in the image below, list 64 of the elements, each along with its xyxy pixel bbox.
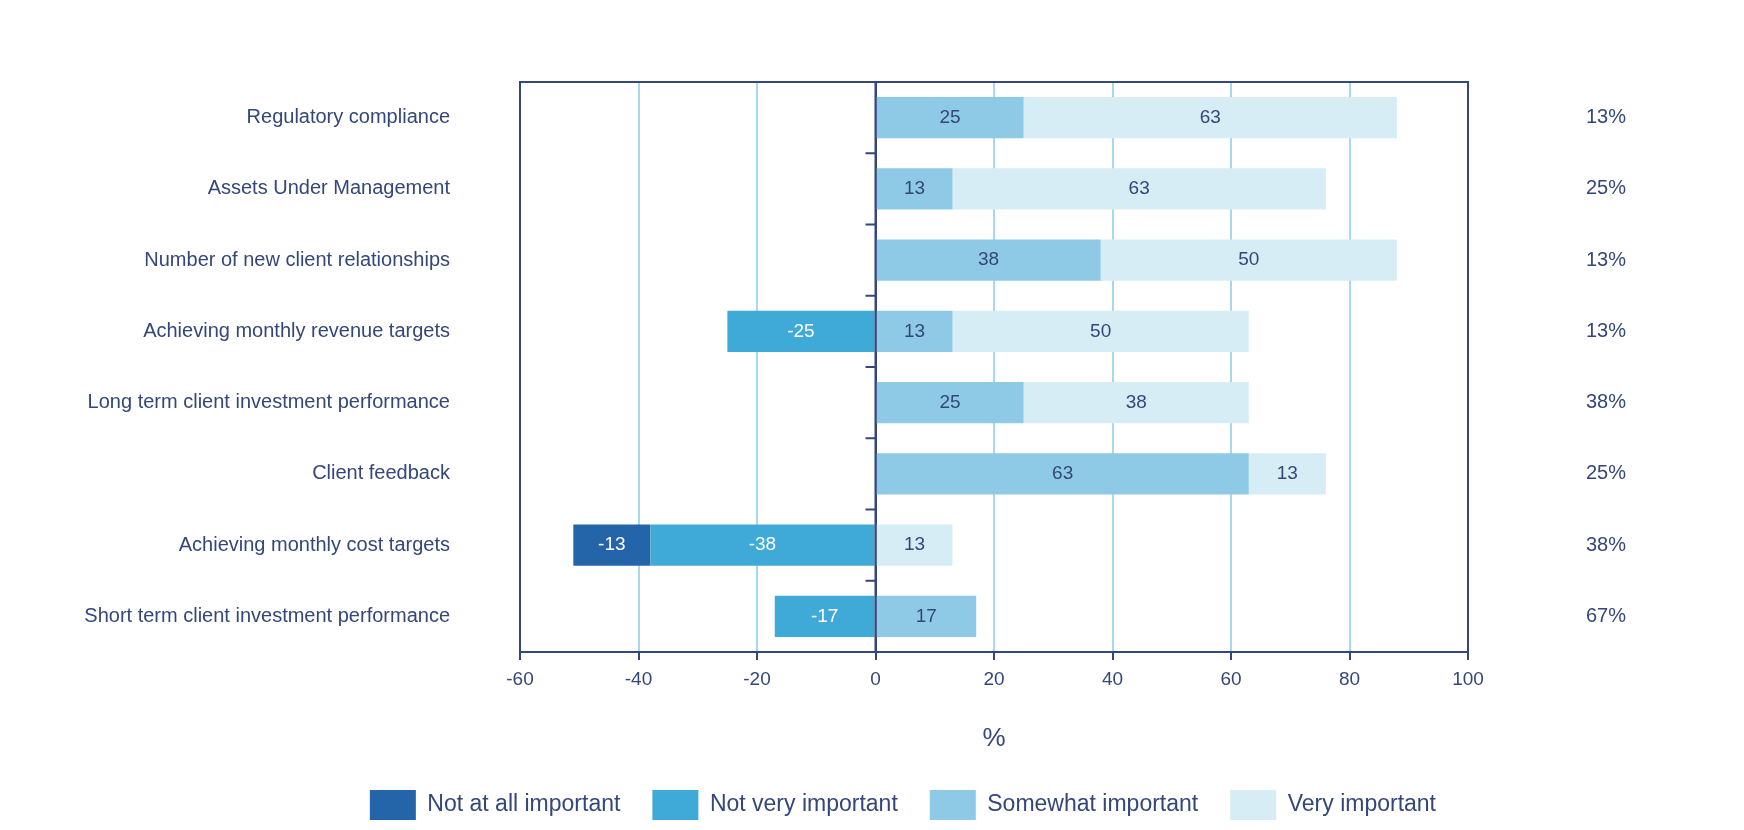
x-tick-label: -20	[743, 667, 771, 689]
data-label: 50	[1238, 248, 1260, 270]
legend-label: Very important	[1287, 790, 1437, 817]
data-label: 25	[939, 390, 961, 412]
x-tick-label: -40	[624, 667, 653, 689]
data-label: -13	[598, 533, 626, 555]
x-tick-label: 40	[1101, 667, 1124, 689]
legend-label: Somewhat important	[987, 790, 1199, 817]
data-label: 13	[903, 177, 926, 199]
legend-label: Not at all important	[427, 790, 621, 817]
bar	[876, 310, 953, 353]
bar	[1023, 381, 1249, 424]
bar	[1248, 453, 1326, 495]
bar	[876, 168, 953, 210]
bar	[876, 239, 1101, 281]
y-tick-label: Short term client investment performance	[84, 603, 450, 626]
bar	[774, 595, 875, 638]
x-axis-title: %	[982, 721, 1006, 752]
data-label: 13	[1276, 462, 1298, 484]
data-label: 50	[1090, 319, 1112, 341]
bar	[876, 453, 1249, 495]
text: 13%	[1585, 105, 1627, 128]
x-tick-label: 20	[983, 667, 1005, 689]
bar	[876, 524, 953, 566]
bar	[876, 595, 977, 638]
x-tick-label: 80	[1338, 667, 1361, 689]
data-label: -38	[748, 533, 777, 555]
bar	[952, 168, 1326, 210]
text: 13%	[1585, 247, 1627, 270]
bar	[876, 96, 1024, 139]
y-tick-label: Long term client investment performance	[87, 390, 450, 413]
data-label: 13	[903, 319, 926, 341]
text: 25%	[1585, 176, 1627, 199]
data-label: -25	[787, 319, 815, 341]
y-tick-label: Achieving monthly revenue targets	[143, 318, 450, 341]
y-tick-label: Number of new client relationships	[144, 247, 450, 270]
bar	[876, 381, 1024, 424]
data-label: 38	[1125, 390, 1147, 412]
x-tick-label: 60	[1220, 667, 1242, 689]
data-label: 25	[939, 105, 961, 127]
x-tick-label: 100	[1452, 667, 1484, 689]
x-tick-label: -60	[506, 667, 534, 689]
data-label: 63	[1128, 177, 1150, 199]
y-tick-label: Assets Under Management	[207, 176, 451, 199]
bar	[1023, 96, 1397, 139]
legend-label: Not very important	[709, 790, 899, 817]
data-label: -17	[810, 604, 839, 626]
text: 13%	[1585, 318, 1627, 341]
text: 38%	[1585, 532, 1627, 555]
data-label: 17	[915, 604, 937, 626]
text: 38%	[1585, 390, 1627, 413]
bar	[952, 310, 1249, 353]
bar	[1100, 239, 1397, 281]
y-tick-label: Regulatory compliance	[246, 105, 450, 128]
data-label: 63	[1052, 462, 1074, 484]
data-label: 38	[978, 248, 1000, 270]
text: 25%	[1585, 461, 1627, 484]
data-label: 63	[1199, 105, 1221, 127]
y-tick-label: Client feedback	[312, 461, 451, 484]
y-tick-label: Achieving monthly cost targets	[178, 532, 450, 555]
x-tick-label: 0	[870, 667, 881, 689]
text: 67%	[1585, 603, 1627, 626]
bar	[727, 310, 875, 353]
data-label: 13	[903, 533, 926, 555]
